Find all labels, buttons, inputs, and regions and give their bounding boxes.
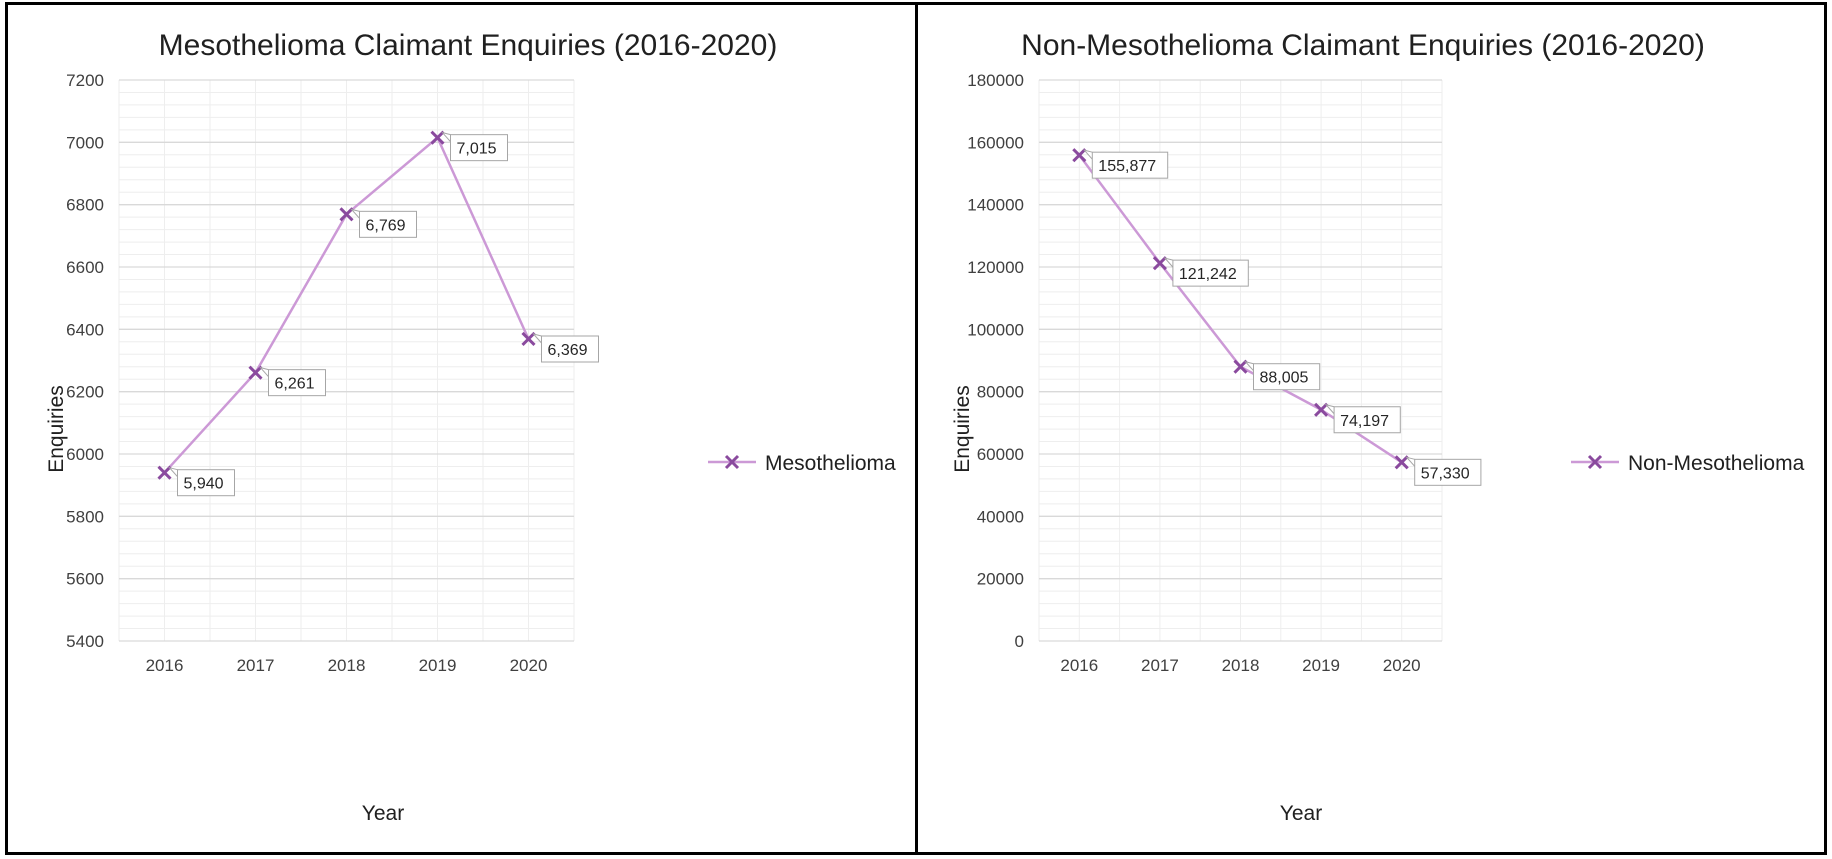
data-label-box [1333, 406, 1401, 434]
y-tick-label: 5600 [66, 570, 104, 589]
data-label: 6,369 [548, 342, 588, 359]
data-label-pointer [1244, 360, 1254, 372]
x-tick-label: 2020 [510, 656, 548, 675]
data-label-pointer [1324, 403, 1335, 415]
legend: Mesothelioma [708, 452, 896, 475]
x-axis-label: Year [1280, 802, 1322, 825]
x-tick-label: 2020 [1383, 656, 1421, 675]
legend-label: Mesothelioma [765, 452, 896, 475]
y-tick-label: 180000 [967, 71, 1024, 90]
y-tick-label: 120000 [967, 258, 1024, 277]
y-tick-label: 160000 [967, 133, 1024, 152]
data-point-marker [339, 207, 354, 222]
data-point-marker [1233, 359, 1248, 374]
chart-title: Mesothelioma Claimant Enquiries (2016-20… [159, 29, 778, 62]
data-label-pointer [168, 466, 178, 478]
x-tick-label: 2017 [237, 656, 275, 675]
data-label: 6,769 [366, 217, 406, 234]
legend-marker-icon [724, 454, 740, 470]
data-label-box [1091, 151, 1169, 179]
data-label: 5,940 [184, 476, 224, 493]
chart-mesothelioma: Mesothelioma Claimant Enquiries (2016-20… [45, 29, 896, 825]
chart-non-mesothelioma: Non-Mesothelioma Claimant Enquiries (201… [951, 29, 1805, 825]
y-axis-label: Enquiries [951, 385, 974, 473]
x-tick-label: 2018 [1222, 656, 1260, 675]
data-point-marker [430, 130, 445, 145]
chart-panel-non-mesothelioma: Non-Mesothelioma Claimant Enquiries (201… [918, 5, 1824, 852]
data-label: 7,015 [457, 141, 497, 158]
data-point-marker [1072, 148, 1087, 163]
x-tick-label: 2016 [1060, 656, 1098, 675]
data-label-box [450, 134, 508, 162]
x-tick-label: 2019 [419, 656, 457, 675]
legend: Non-Mesothelioma [1571, 452, 1805, 475]
data-label-box [1253, 363, 1321, 391]
x-tick-label: 2016 [146, 656, 184, 675]
y-tick-label: 6600 [66, 258, 104, 277]
data-point-marker [157, 465, 172, 480]
x-tick-label: 2017 [1141, 656, 1179, 675]
data-label-box [1172, 259, 1249, 287]
y-tick-label: 100000 [967, 320, 1024, 339]
data-label-box [177, 469, 235, 497]
data-point-marker [1152, 256, 1167, 271]
legend-marker-icon [1587, 454, 1603, 470]
gridlines [1038, 79, 1443, 642]
data-point-marker [1314, 402, 1329, 417]
y-tick-label: 6200 [66, 383, 104, 402]
data-point-marker [248, 365, 263, 380]
y-tick-label: 0 [1015, 632, 1024, 651]
x-tick-label: 2018 [328, 656, 366, 675]
y-axis-label: Enquiries [45, 385, 68, 473]
x-tick-label: 2019 [1302, 656, 1340, 675]
data-label-pointer [1082, 149, 1093, 160]
data-label-box [1414, 458, 1482, 486]
y-tick-label: 6800 [66, 196, 104, 215]
y-tick-label: 6400 [66, 320, 104, 339]
chart-title: Non-Mesothelioma Claimant Enquiries (201… [1021, 29, 1705, 62]
data-label-pointer [532, 333, 542, 344]
legend-label: Non-Mesothelioma [1628, 452, 1805, 475]
chart-panel-mesothelioma: Mesothelioma Claimant Enquiries (2016-20… [8, 5, 918, 852]
data-point-marker [521, 331, 536, 347]
y-tick-label: 7200 [66, 71, 104, 90]
data-label: 121,242 [1179, 266, 1237, 283]
y-tick-label: 80000 [977, 383, 1024, 402]
y-tick-label: 7000 [66, 133, 104, 152]
data-label-box [541, 335, 599, 363]
data-point-marker [1394, 455, 1409, 470]
figure-frame: Mesothelioma Claimant Enquiries (2016-20… [5, 2, 1827, 855]
data-label-box [268, 369, 326, 397]
y-tick-label: 6000 [66, 445, 104, 464]
data-label-box [359, 210, 417, 238]
data-label: 57,330 [1421, 465, 1470, 482]
data-label-pointer [350, 208, 360, 219]
data-label: 155,877 [1098, 158, 1156, 175]
y-tick-label: 20000 [977, 570, 1024, 589]
y-tick-label: 5800 [66, 507, 104, 526]
gridlines [118, 79, 575, 642]
data-label-pointer [1405, 456, 1416, 467]
y-tick-label: 140000 [967, 196, 1024, 215]
data-label: 74,197 [1340, 413, 1389, 430]
y-tick-label: 40000 [977, 507, 1024, 526]
y-tick-label: 5400 [66, 632, 104, 651]
data-label-pointer [259, 366, 269, 377]
data-label-pointer [441, 131, 451, 142]
data-label: 6,261 [275, 376, 315, 393]
data-label: 88,005 [1260, 370, 1309, 387]
data-label-pointer [1163, 257, 1174, 268]
y-tick-label: 60000 [977, 445, 1024, 464]
x-axis-label: Year [362, 802, 404, 825]
